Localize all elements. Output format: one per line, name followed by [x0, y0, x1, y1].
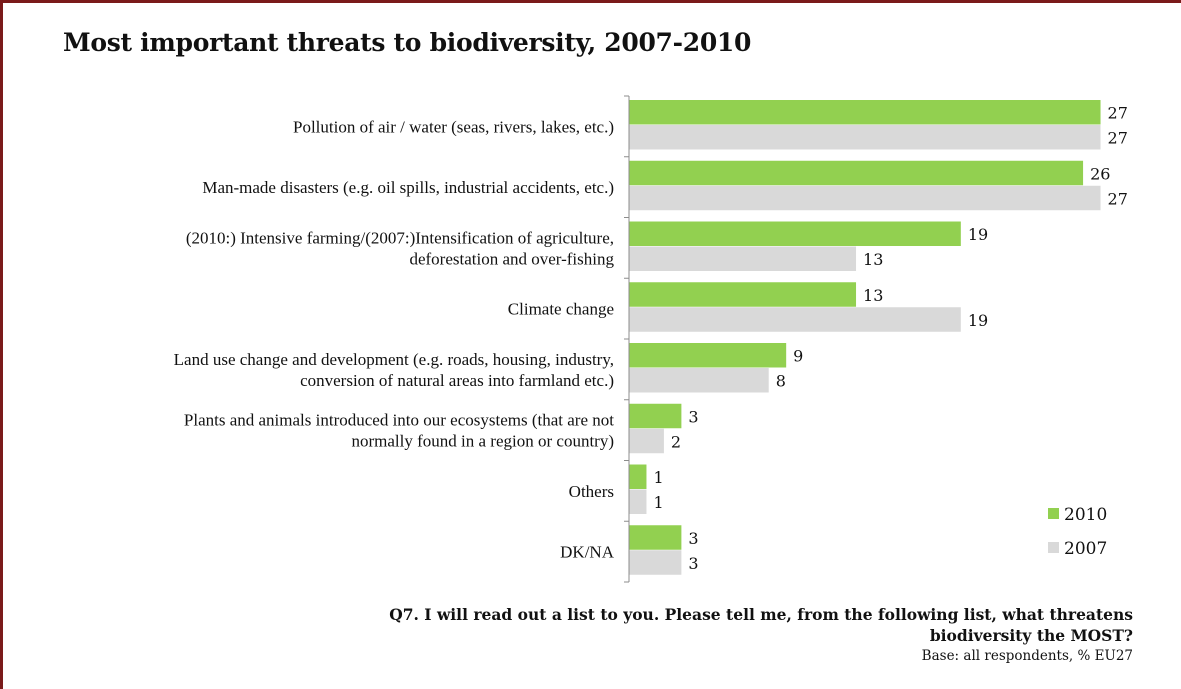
category-label: DK/NA [560, 543, 615, 562]
legend-label-2010: 2010 [1064, 505, 1107, 525]
value-label: 19 [968, 225, 988, 244]
value-label: 27 [1108, 104, 1128, 123]
bar-2010 [629, 100, 1101, 125]
bar-2007 [629, 489, 647, 514]
value-label: 27 [1108, 129, 1128, 148]
category-label: Man-made disasters (e.g. oil spills, ind… [202, 178, 614, 197]
bar-2010 [629, 403, 682, 429]
value-label: 3 [688, 407, 698, 426]
category-label: Pollution of air / water (seas, rivers, … [293, 117, 614, 136]
base-note: Base: all respondents, % EU27 [921, 648, 1133, 664]
bar-2010 [629, 160, 1084, 186]
question-text: Q7. I will read out a list to you. Pleas… [313, 604, 1133, 646]
legend-label-2007: 2007 [1064, 539, 1107, 559]
bar-2010 [629, 464, 647, 489]
value-label: 1 [653, 493, 663, 512]
legend-swatch-2010 [1048, 508, 1059, 519]
value-label: 3 [688, 554, 698, 573]
bar-2010 [629, 343, 787, 368]
bar-2007 [629, 185, 1101, 211]
bar-2007 [629, 307, 961, 332]
bar-2010 [629, 282, 857, 307]
category-label: Climate change [508, 300, 614, 319]
value-label: 13 [863, 250, 883, 269]
value-label: 19 [968, 311, 988, 330]
value-label: 26 [1090, 164, 1110, 183]
bar-2010 [629, 221, 961, 246]
question-line-2: biodiversity the MOST? [929, 626, 1133, 645]
bar-2007 [629, 428, 664, 454]
category-label: Others [569, 482, 614, 501]
value-label: 3 [688, 529, 698, 548]
value-label: 27 [1108, 189, 1128, 208]
value-label: 1 [653, 468, 663, 487]
value-label: 2 [671, 432, 681, 451]
bar-2007 [629, 550, 682, 575]
chart-title: Most important threats to biodiversity, … [63, 28, 752, 57]
category-label: Land use change and development (e.g. ro… [174, 350, 614, 390]
category-label: (2010:) Intensive farming/(2007:)Intensi… [186, 228, 615, 268]
bar-2007 [629, 368, 769, 393]
category-label: Plants and animals introduced into our e… [184, 411, 614, 451]
bar-2010 [629, 525, 682, 550]
question-line-1: Q7. I will read out a list to you. Pleas… [389, 605, 1133, 624]
bar-2007 [629, 125, 1101, 150]
bar-2007 [629, 246, 857, 271]
value-label: 13 [863, 286, 883, 305]
legend-swatch-2007 [1048, 542, 1059, 553]
value-label: 9 [793, 347, 803, 366]
value-label: 8 [776, 372, 786, 391]
